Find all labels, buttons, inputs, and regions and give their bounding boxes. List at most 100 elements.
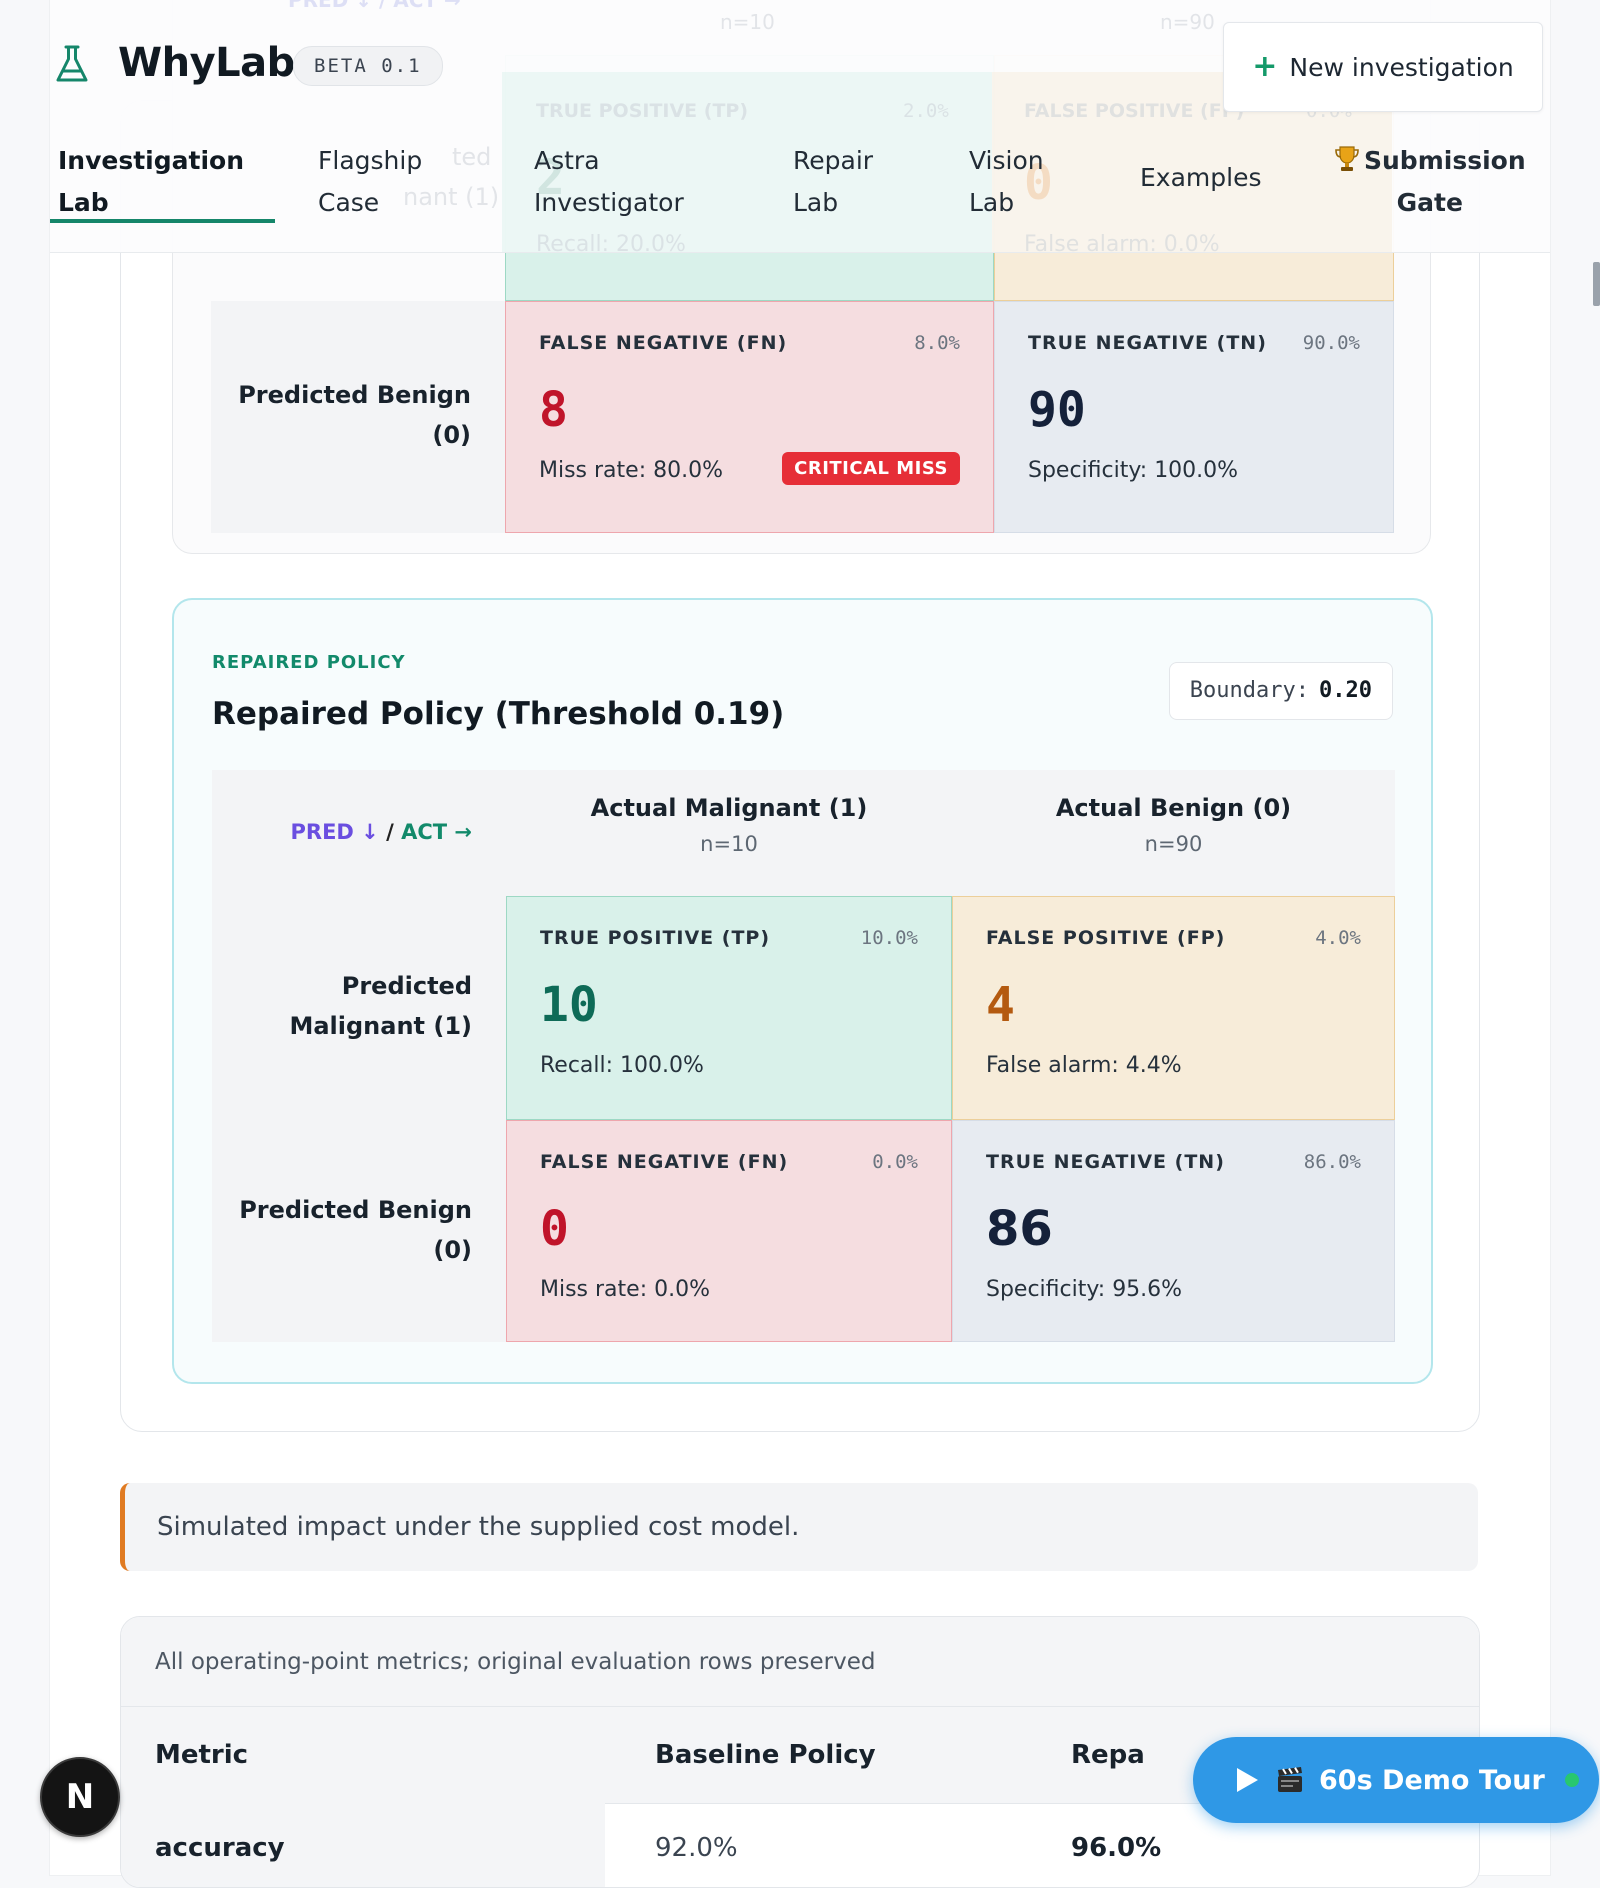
fn-pct: 8.0% (914, 332, 960, 354)
tab-flagship-case[interactable]: Flagship Case (318, 140, 422, 224)
act-label: ACT (401, 820, 448, 844)
demo-tour-label: 60s Demo Tour (1319, 1764, 1545, 1796)
repaired-tn-cell: TRUE NEGATIVE (TN) 86.0% 86 Specificity:… (952, 1120, 1395, 1342)
row-predicted-malignant: Predicted Malignant (1) (212, 896, 506, 1120)
tab-astra-investigator[interactable]: Astra Investigator (534, 140, 684, 224)
fp-label: FALSE POSITIVE (FP) (986, 927, 1226, 949)
tab-label-line: Vision (969, 146, 1044, 175)
ghost-row-a: ted (452, 143, 492, 171)
tp-recall: Recall: 100.0% (540, 1053, 704, 1078)
fn-pct: 0.0% (872, 1151, 918, 1173)
table-caption: All operating-point metrics; original ev… (121, 1617, 1479, 1707)
ghost-tp-pct: 2.0% (903, 100, 949, 122)
ghost-n90: n=90 (1160, 10, 1215, 34)
baseline-value: 92.0% (655, 1833, 738, 1863)
scrollbar-thumb[interactable] (1593, 262, 1600, 306)
new-investigation-label: New investigation (1289, 52, 1514, 82)
tn-label: TRUE NEGATIVE (TN) (1028, 332, 1267, 354)
col-header-baseline: Baseline Policy (655, 1740, 876, 1770)
tab-repair-lab[interactable]: Repair Lab (793, 140, 873, 224)
n-logo-button[interactable]: N (40, 1757, 120, 1837)
down-arrow-icon: ↓ (353, 820, 379, 844)
tab-label-line: Examples (1140, 163, 1262, 192)
col-actual-benign: Actual Benign (0) n=90 (952, 770, 1395, 896)
tab-label-line: Investigation (58, 146, 245, 175)
ghost-fp-label: FALSE POSITIVE (FP) (1024, 100, 1245, 122)
repaired-tp-cell: TRUE POSITIVE (TP) 10.0% 10 Recall: 100.… (506, 896, 952, 1120)
tn-specificity: Specificity: 95.6% (986, 1277, 1183, 1302)
fn-miss-rate: Miss rate: 80.0% (539, 458, 723, 483)
row-label-line: Predicted Benign (238, 381, 471, 409)
tab-vision-lab[interactable]: Vision Lab (969, 140, 1044, 224)
tab-label-line: Lab (58, 188, 109, 217)
trophy-icon (1335, 146, 1359, 171)
row-label-line: Predicted Benign (239, 1196, 472, 1224)
tn-pct: 86.0% (1303, 1151, 1361, 1173)
fp-value: 4 (986, 977, 1015, 1033)
table-row: accuracy 92.0% 96.0% (121, 1803, 1479, 1887)
repaired-policy-card: REPAIRED POLICY Repaired Policy (Thresho… (172, 598, 1433, 1384)
tab-investigation-lab[interactable]: Investigation Lab (58, 140, 244, 224)
baseline-row-benign-label: Predicted Benign (0) (211, 301, 505, 533)
page: Predicted Benign (0) FALSE NEGATIVE (FN)… (50, 0, 1599, 1888)
ghost-tp-value: 2 (536, 150, 565, 206)
tab-label-line: Lab (969, 188, 1015, 217)
tab-submission-gate[interactable]: Submission Gate (1334, 140, 1526, 224)
fn-label: FALSE NEGATIVE (FN) (539, 332, 788, 354)
flask-icon (56, 45, 88, 82)
live-dot-icon (1564, 1773, 1579, 1787)
col-count: n=10 (700, 832, 758, 856)
app-title[interactable]: WhyLab (118, 40, 295, 86)
beta-badge: BETA 0.1 (293, 46, 443, 86)
col-header-repaired: Repa (1071, 1740, 1145, 1770)
demo-tour-button[interactable]: 60s Demo Tour (1193, 1737, 1599, 1823)
ghost-fp-sub: False alarm: 0.0% (1024, 232, 1220, 257)
active-tab-indicator (50, 219, 275, 223)
tab-label-line: Astra (534, 146, 600, 175)
tab-label-line: Lab (793, 188, 839, 217)
tp-pct: 10.0% (860, 927, 918, 949)
fn-miss-rate: Miss rate: 0.0% (540, 1277, 710, 1302)
boundary-label: Boundary: (1189, 678, 1310, 703)
row-label-line: Malignant (1) (289, 1012, 472, 1040)
tab-label-line: Case (318, 188, 380, 217)
fn-value: 8 (539, 382, 568, 438)
ghost-tp-cell (502, 72, 992, 252)
clapperboard-icon (1278, 1767, 1302, 1792)
repaired-fn-cell: FALSE NEGATIVE (FN) 0.0% 0 Miss rate: 0.… (506, 1120, 952, 1342)
fn-value: 0 (540, 1201, 569, 1257)
ghost-fp-value: 0 (1024, 155, 1053, 211)
tab-label-line: Submission (1334, 140, 1526, 182)
tn-label: TRUE NEGATIVE (TN) (986, 1151, 1225, 1173)
tab-label-line: Repair (793, 146, 874, 175)
section-label: REPAIRED POLICY (212, 652, 406, 673)
col-header-metric: Metric (155, 1740, 249, 1770)
col-count: n=90 (1144, 832, 1203, 856)
plus-icon: + (1252, 49, 1278, 84)
tn-value: 90 (1028, 382, 1086, 438)
right-arrow-icon: → (447, 820, 472, 844)
boundary-chip: Boundary: 0.20 (1168, 662, 1393, 720)
repaired-fp-cell: FALSE POSITIVE (FP) 4.0% 4 False alarm: … (952, 896, 1395, 1120)
tp-label: TRUE POSITIVE (TP) (540, 927, 771, 949)
row-predicted-benign: Predicted Benign (0) (212, 1120, 506, 1342)
impact-note: Simulated impact under the supplied cost… (120, 1483, 1478, 1571)
new-investigation-button[interactable]: + New investigation (1223, 22, 1543, 112)
ghost-tp-sub: Recall: 20.0% (536, 232, 686, 257)
ghost-row-b: nant (1) (403, 183, 500, 211)
tab-examples[interactable]: Examples (1140, 157, 1261, 199)
fp-false-alarm: False alarm: 4.4% (986, 1053, 1182, 1078)
slash: / (378, 820, 402, 844)
ghost-n10: n=10 (720, 10, 775, 34)
critical-miss-badge: CRITICAL MISS (782, 452, 960, 485)
tab-label-line: Investigator (534, 188, 684, 217)
baseline-fn-cell: FALSE NEGATIVE (FN) 8.0% 8 Miss rate: 80… (505, 301, 994, 533)
baseline-tn-cell: TRUE NEGATIVE (TN) 90.0% 90 Specificity:… (994, 301, 1394, 533)
tab-label-line: Flagship (318, 146, 423, 175)
fp-pct: 4.0% (1315, 927, 1361, 949)
metric-name: accuracy (121, 1803, 605, 1887)
tn-pct: 90.0% (1302, 332, 1360, 354)
tab-label-line: Gate (1396, 188, 1463, 217)
app-header: PRED ↓ / ACT → n=10 n=90 TRUE POSITIVE (… (50, 0, 1550, 257)
boundary-value: 0.20 (1319, 678, 1372, 703)
